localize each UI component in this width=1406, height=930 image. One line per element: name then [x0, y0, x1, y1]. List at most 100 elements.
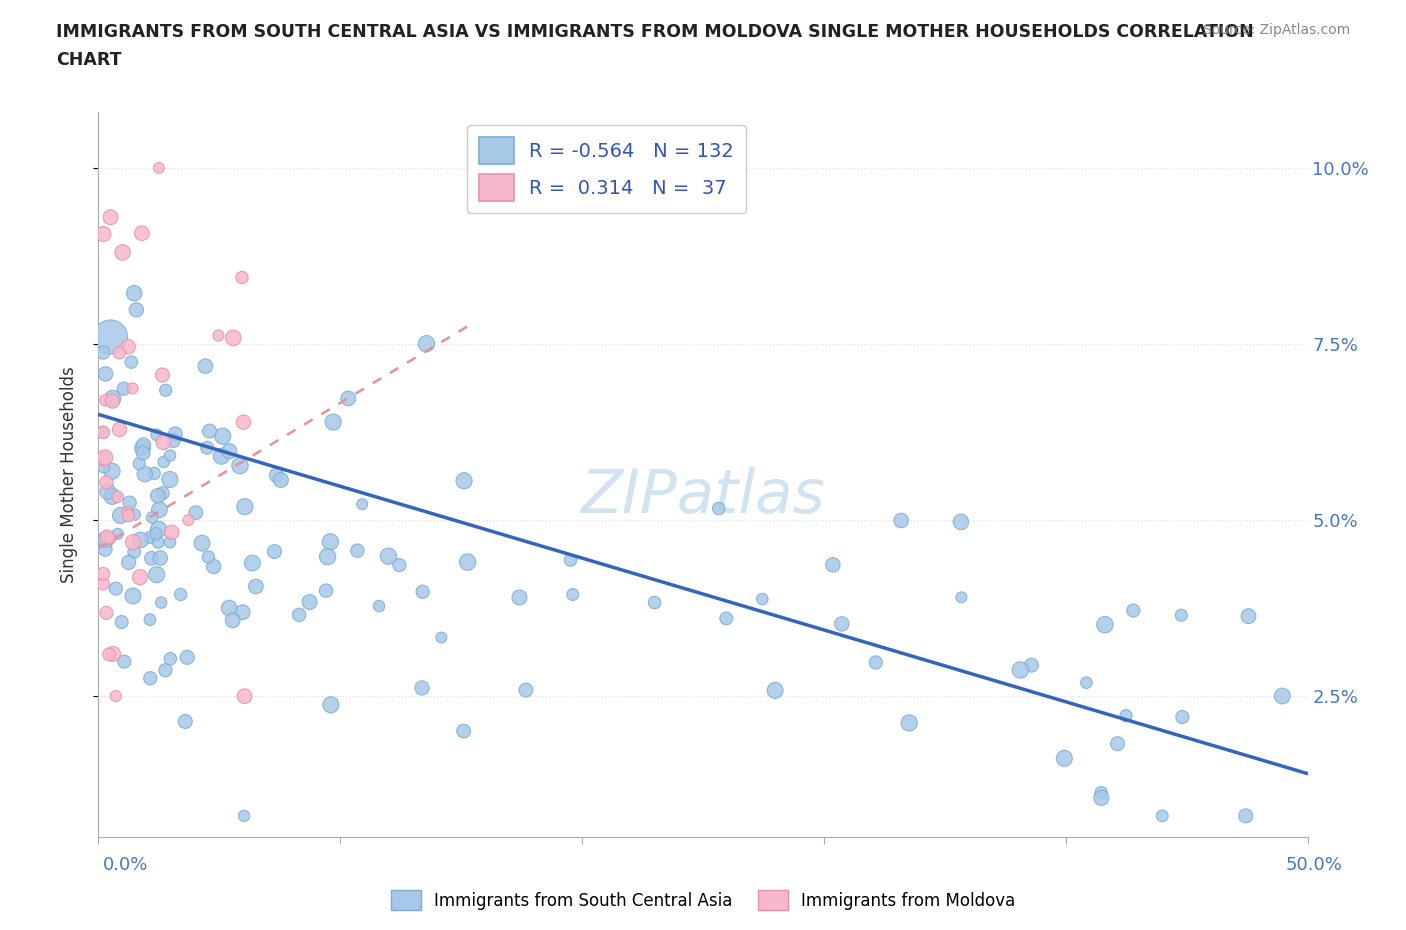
Point — [111, 615, 134, 630]
Point — [97, 484, 120, 498]
Point — [118, 555, 141, 570]
Point — [950, 590, 973, 604]
Point — [101, 393, 124, 408]
Point — [152, 485, 174, 500]
Point — [1152, 808, 1174, 823]
Point — [91, 577, 114, 591]
Point — [141, 510, 163, 525]
Point — [232, 415, 254, 430]
Point — [139, 671, 162, 685]
Point — [100, 210, 122, 225]
Point — [162, 433, 184, 448]
Point — [132, 445, 155, 460]
Point — [132, 437, 155, 452]
Point — [831, 617, 853, 631]
Point — [120, 354, 142, 369]
Point — [150, 595, 173, 610]
Point — [266, 468, 288, 483]
Point — [139, 530, 162, 545]
Point — [751, 591, 773, 606]
Point — [139, 612, 162, 627]
Text: 50.0%: 50.0% — [1286, 856, 1343, 873]
Point — [155, 383, 177, 398]
Point — [218, 444, 240, 458]
Point — [1021, 658, 1043, 672]
Point — [145, 428, 167, 443]
Point — [94, 392, 117, 407]
Point — [315, 583, 337, 598]
Point — [96, 530, 118, 545]
Point — [195, 440, 218, 455]
Point — [453, 724, 475, 738]
Point — [101, 391, 124, 405]
Point — [174, 714, 197, 729]
Point — [94, 366, 117, 381]
Point — [118, 496, 141, 511]
Point — [159, 535, 181, 550]
Point — [100, 329, 122, 344]
Point — [96, 605, 118, 620]
Point — [145, 567, 167, 582]
Point — [117, 339, 139, 354]
Point — [176, 650, 198, 665]
Point — [1094, 618, 1116, 632]
Point — [107, 526, 129, 541]
Point — [890, 513, 912, 528]
Point — [145, 526, 167, 541]
Point — [143, 466, 166, 481]
Point — [152, 455, 174, 470]
Point — [560, 552, 582, 567]
Point — [91, 452, 114, 467]
Point — [91, 566, 114, 581]
Point — [160, 525, 183, 539]
Point — [197, 550, 219, 565]
Point — [898, 715, 921, 730]
Point — [368, 599, 391, 614]
Point — [222, 330, 245, 345]
Point — [122, 286, 145, 300]
Text: IMMIGRANTS FROM SOUTH CENTRAL ASIA VS IMMIGRANTS FROM MOLDOVA SINGLE MOTHER HOUS: IMMIGRANTS FROM SOUTH CENTRAL ASIA VS IM… — [56, 23, 1254, 41]
Point — [91, 425, 114, 440]
Point — [104, 581, 127, 596]
Point — [108, 422, 131, 437]
Point — [298, 594, 321, 609]
Point — [231, 270, 253, 285]
Point — [1170, 608, 1192, 623]
Point — [124, 507, 146, 522]
Point — [148, 522, 170, 537]
Point — [240, 555, 263, 570]
Point — [1053, 751, 1076, 765]
Point — [412, 584, 434, 599]
Point — [146, 535, 169, 550]
Point — [169, 587, 191, 602]
Point — [821, 557, 844, 572]
Point — [94, 450, 117, 465]
Point — [96, 475, 118, 490]
Point — [352, 497, 374, 512]
Point — [94, 541, 117, 556]
Point — [101, 464, 124, 479]
Text: 0.0%: 0.0% — [103, 856, 148, 873]
Point — [128, 457, 150, 472]
Point — [319, 535, 342, 550]
Point — [191, 536, 214, 551]
Point — [1122, 604, 1144, 618]
Point — [430, 630, 453, 644]
Point — [122, 589, 145, 604]
Point — [337, 391, 360, 405]
Point — [1115, 709, 1137, 724]
Point — [91, 345, 114, 360]
Point — [152, 367, 174, 382]
Point — [129, 570, 152, 585]
Text: Source: ZipAtlas.com: Source: ZipAtlas.com — [1202, 23, 1350, 37]
Point — [104, 689, 127, 704]
Point — [108, 345, 131, 360]
Point — [131, 226, 153, 241]
Point — [561, 587, 583, 602]
Point — [1010, 662, 1032, 677]
Y-axis label: Single Mother Households: Single Mother Households — [59, 365, 77, 583]
Point — [322, 415, 344, 430]
Point — [125, 302, 148, 317]
Point — [155, 663, 177, 678]
Point — [377, 549, 399, 564]
